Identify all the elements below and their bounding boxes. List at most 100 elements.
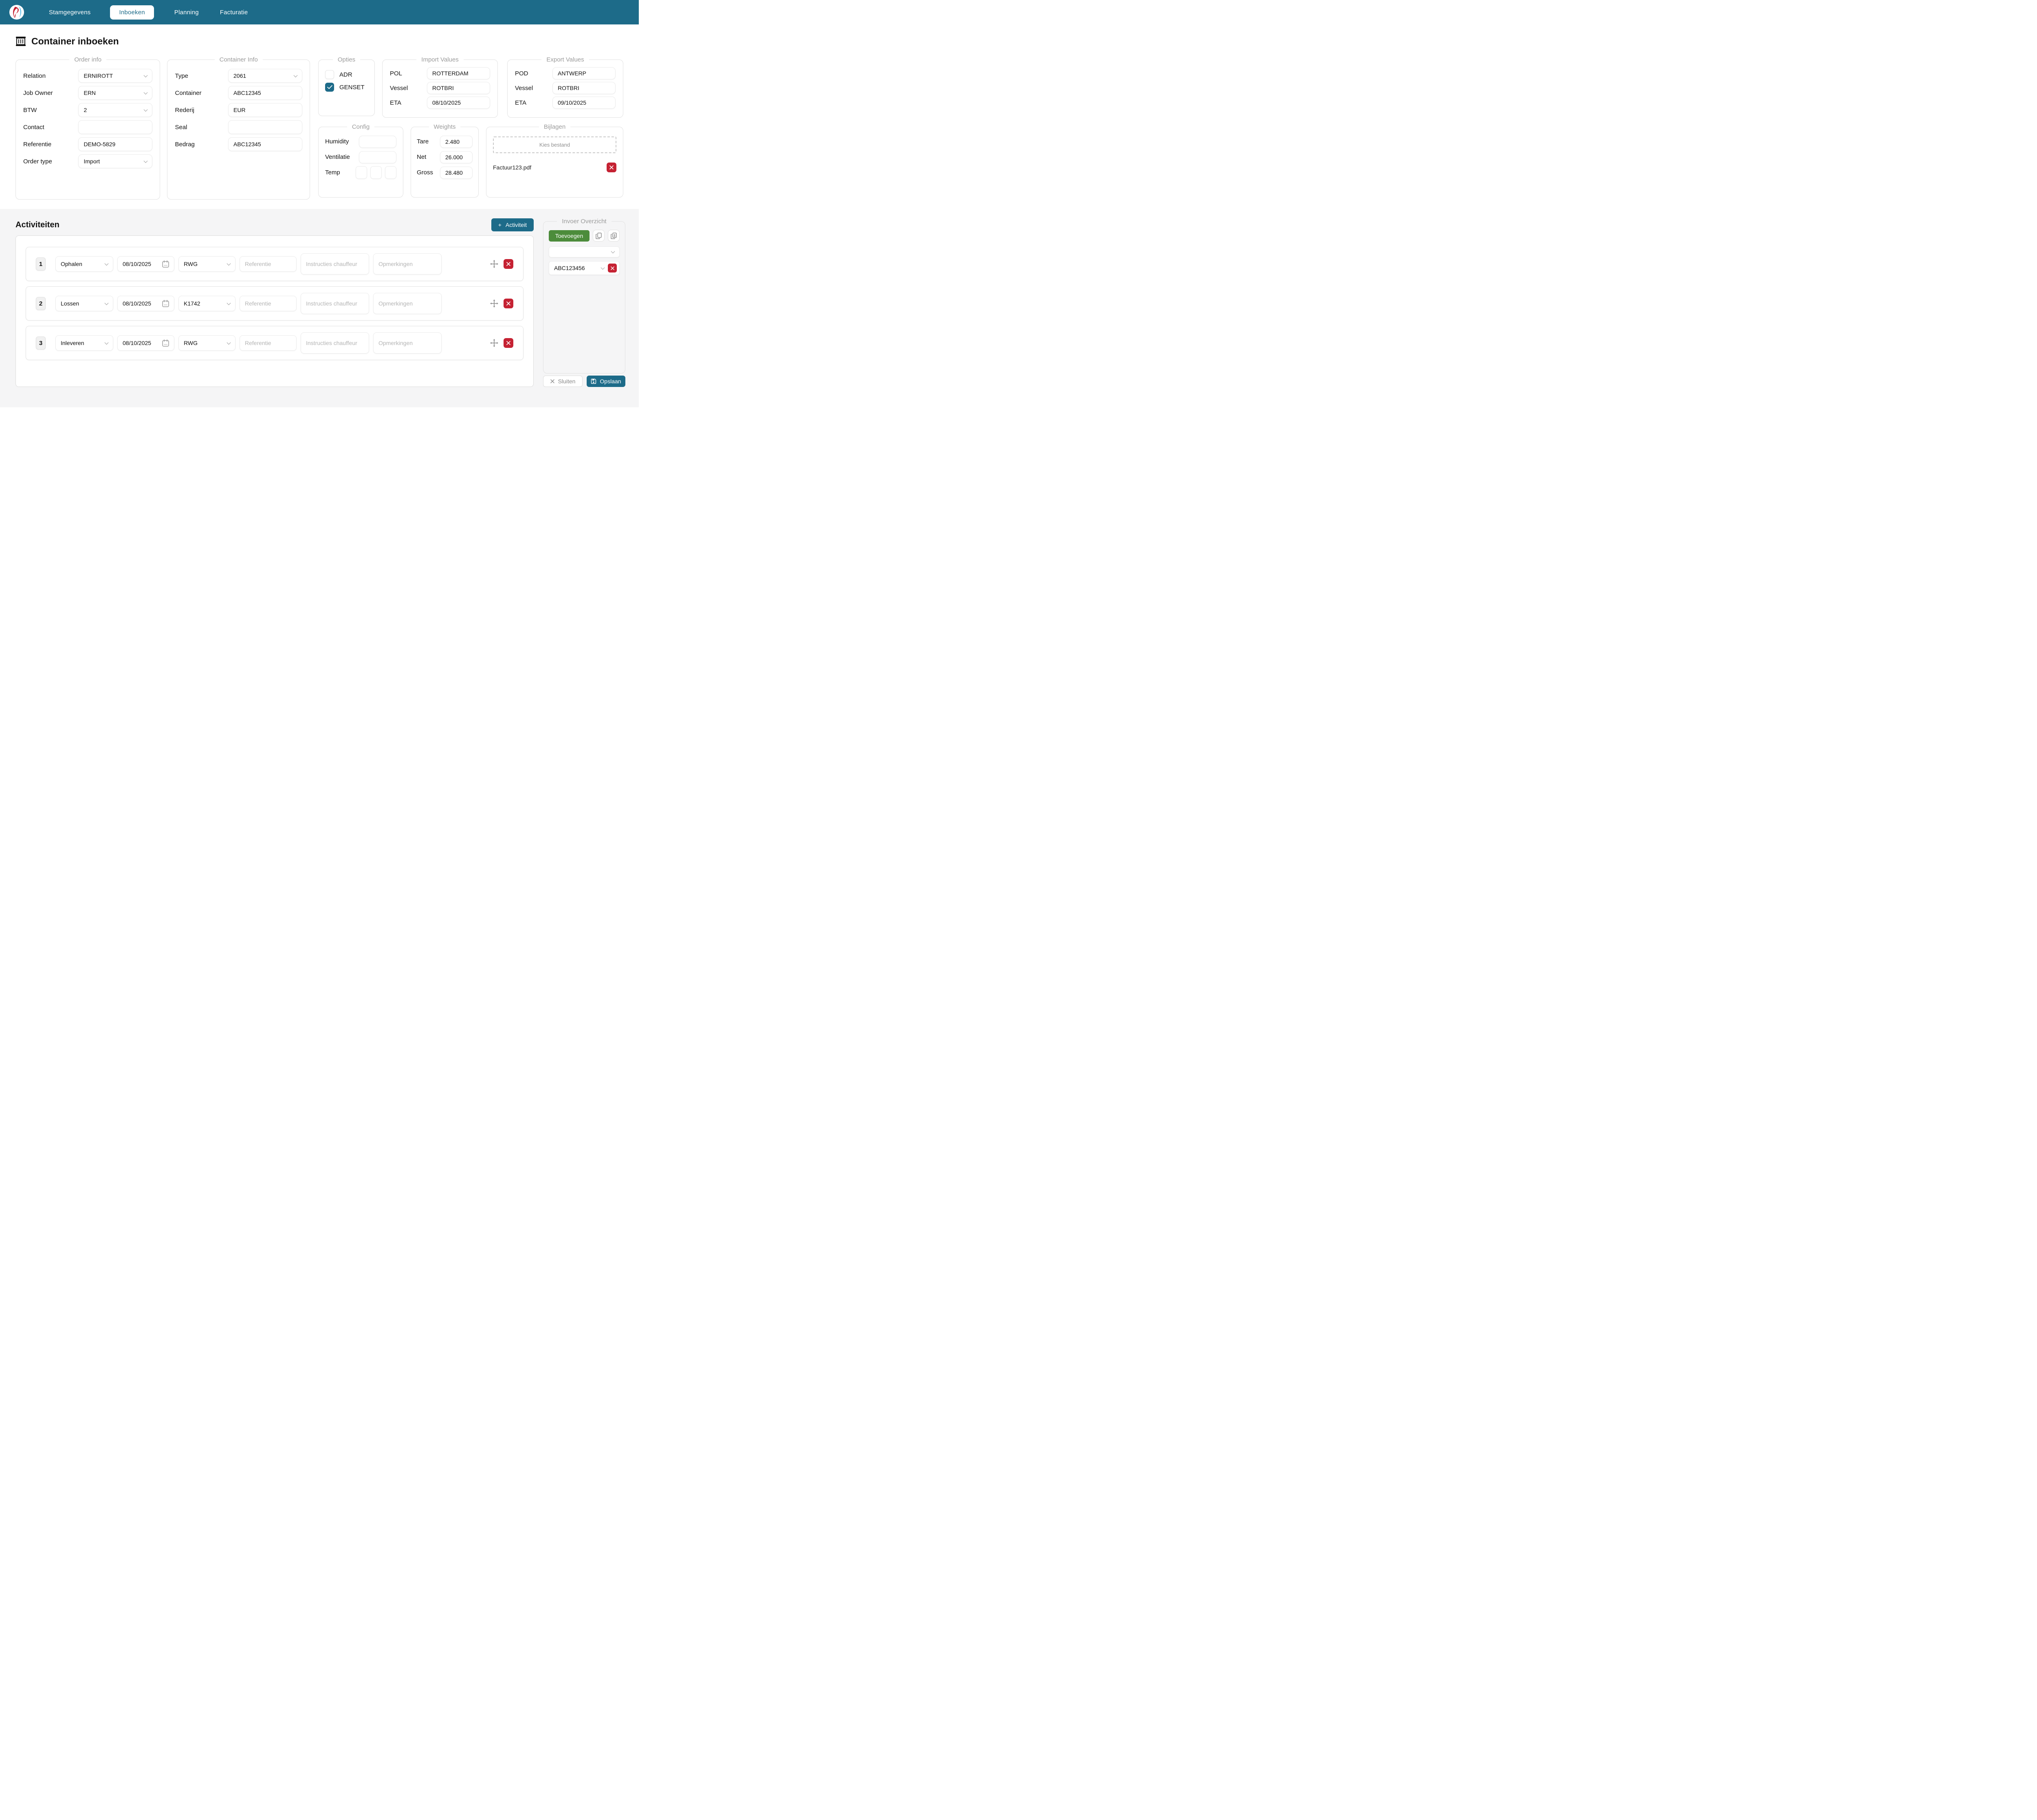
ventilatie-input[interactable] (359, 151, 396, 163)
app-logo-icon (9, 4, 24, 20)
genset-checkbox[interactable] (325, 83, 334, 92)
btw-label: BTW (23, 106, 37, 114)
chevron-down-icon (227, 340, 231, 345)
opties-panel: Opties ADR GENSET (318, 56, 375, 116)
close-icon (550, 379, 554, 383)
activity-type-select[interactable]: Lossen (55, 296, 113, 311)
page-title: Container inboeken (15, 36, 623, 47)
activity-row: 1 Ophalen 08/10/2025 RWG (26, 247, 524, 281)
close-icon (506, 262, 510, 266)
toevoegen-button[interactable]: Toevoegen (549, 230, 590, 242)
nav-item-inboeken[interactable]: Inboeken (110, 5, 154, 20)
move-icon[interactable] (490, 260, 498, 268)
chevron-down-icon (104, 301, 109, 305)
nav-item-stamgegevens[interactable]: Stamgegevens (49, 9, 91, 16)
container-select[interactable] (549, 246, 620, 257)
temp-input-2[interactable] (370, 166, 382, 179)
activity-referentie-input[interactable] (240, 296, 297, 311)
import-eta-input[interactable] (427, 97, 490, 109)
activity-location-select[interactable]: RWG (178, 335, 235, 351)
invoer-overzicht-panel: Invoer Overzicht Toevoegen (543, 218, 625, 374)
close-icon (609, 165, 614, 169)
config-legend: Config (352, 123, 370, 130)
activity-referentie-input[interactable] (240, 335, 297, 351)
export-eta-input[interactable] (552, 97, 616, 109)
referentie-label: Referentie (23, 141, 52, 148)
activity-date-input[interactable]: 08/10/2025 (117, 296, 174, 311)
adr-checkbox[interactable] (325, 70, 334, 79)
order-type-select[interactable]: Import (78, 154, 153, 168)
activity-location-select[interactable]: K1742 (178, 296, 235, 311)
copy-plus-button[interactable] (608, 230, 620, 242)
activity-date-input[interactable]: 08/10/2025 (117, 335, 174, 351)
import-eta-label: ETA (390, 99, 402, 106)
selected-container-select[interactable]: ABC123456 (549, 261, 620, 275)
close-icon (506, 341, 510, 345)
tare-input[interactable] (440, 135, 473, 148)
activity-referentie-input[interactable] (240, 256, 297, 272)
activity-date-input[interactable]: 08/10/2025 (117, 256, 174, 272)
import-vessel-input[interactable] (427, 82, 490, 94)
activity-type-select[interactable]: Inleveren (55, 335, 113, 351)
add-activity-button[interactable]: + Activiteit (491, 218, 534, 231)
contact-input[interactable] (78, 120, 153, 134)
export-vessel-input[interactable] (552, 82, 616, 94)
job-owner-label: Job Owner (23, 89, 53, 97)
container-info-legend: Container Info (219, 56, 258, 63)
move-icon[interactable] (490, 339, 498, 347)
activity-instructies-input[interactable] (301, 332, 369, 354)
delete-activity-button[interactable] (504, 299, 513, 308)
weights-legend: Weights (433, 123, 456, 130)
move-icon[interactable] (490, 299, 498, 308)
type-select[interactable]: 2061 (228, 69, 302, 83)
close-icon (610, 266, 614, 270)
calendar-icon (162, 339, 169, 347)
seal-input[interactable] (228, 120, 302, 134)
temp-input-1[interactable] (356, 166, 367, 179)
activity-opmerkingen-input[interactable] (373, 332, 442, 354)
relation-select[interactable]: ERNIROTT (78, 69, 153, 83)
activity-instructies-input[interactable] (301, 293, 369, 314)
opties-legend: Opties (337, 56, 356, 63)
pol-input[interactable] (427, 67, 490, 79)
file-dropzone[interactable]: Kies bestand (493, 136, 616, 153)
humidity-input[interactable] (359, 135, 396, 148)
bedrag-input[interactable] (228, 137, 302, 151)
copy-button[interactable] (593, 230, 605, 242)
rederij-input[interactable] (228, 103, 302, 117)
pod-input[interactable] (552, 67, 616, 79)
btw-select[interactable]: 2 (78, 103, 153, 117)
temp-label: Temp (325, 169, 340, 176)
job-owner-select[interactable]: ERN (78, 86, 153, 100)
activity-location-select[interactable]: RWG (178, 256, 235, 272)
relation-label: Relation (23, 72, 46, 79)
chevron-down-icon (227, 301, 231, 305)
gross-input[interactable] (440, 166, 473, 179)
nav-item-planning[interactable]: Planning (174, 9, 199, 16)
export-eta-label: ETA (515, 99, 527, 106)
chevron-down-icon (104, 261, 109, 266)
check-icon (327, 85, 332, 89)
export-values-panel: Export Values POD Vessel ETA (507, 56, 623, 118)
container-input[interactable] (228, 86, 302, 100)
net-input[interactable] (440, 151, 473, 163)
referentie-input[interactable] (78, 137, 153, 151)
remove-container-button[interactable] (608, 264, 617, 273)
sluiten-button[interactable]: Sluiten (543, 376, 583, 387)
nav-item-facturatie[interactable]: Facturatie (220, 9, 248, 16)
opslaan-button[interactable]: Opslaan (587, 376, 625, 387)
bijlagen-panel: Bijlagen Kies bestand Factuur123.pdf (486, 123, 623, 198)
delete-activity-button[interactable] (504, 259, 513, 269)
chevron-down-icon (144, 90, 148, 95)
activity-type-select[interactable]: Ophalen (55, 256, 113, 272)
activity-instructies-input[interactable] (301, 253, 369, 275)
temp-input-3[interactable] (385, 166, 396, 179)
activity-opmerkingen-input[interactable] (373, 293, 442, 314)
seal-label: Seal (175, 123, 187, 131)
plus-icon: + (498, 222, 502, 228)
genset-label: GENSET (339, 84, 365, 91)
chevron-down-icon (611, 249, 615, 254)
delete-activity-button[interactable] (504, 338, 513, 348)
delete-attachment-button[interactable] (607, 163, 616, 172)
activity-opmerkingen-input[interactable] (373, 253, 442, 275)
